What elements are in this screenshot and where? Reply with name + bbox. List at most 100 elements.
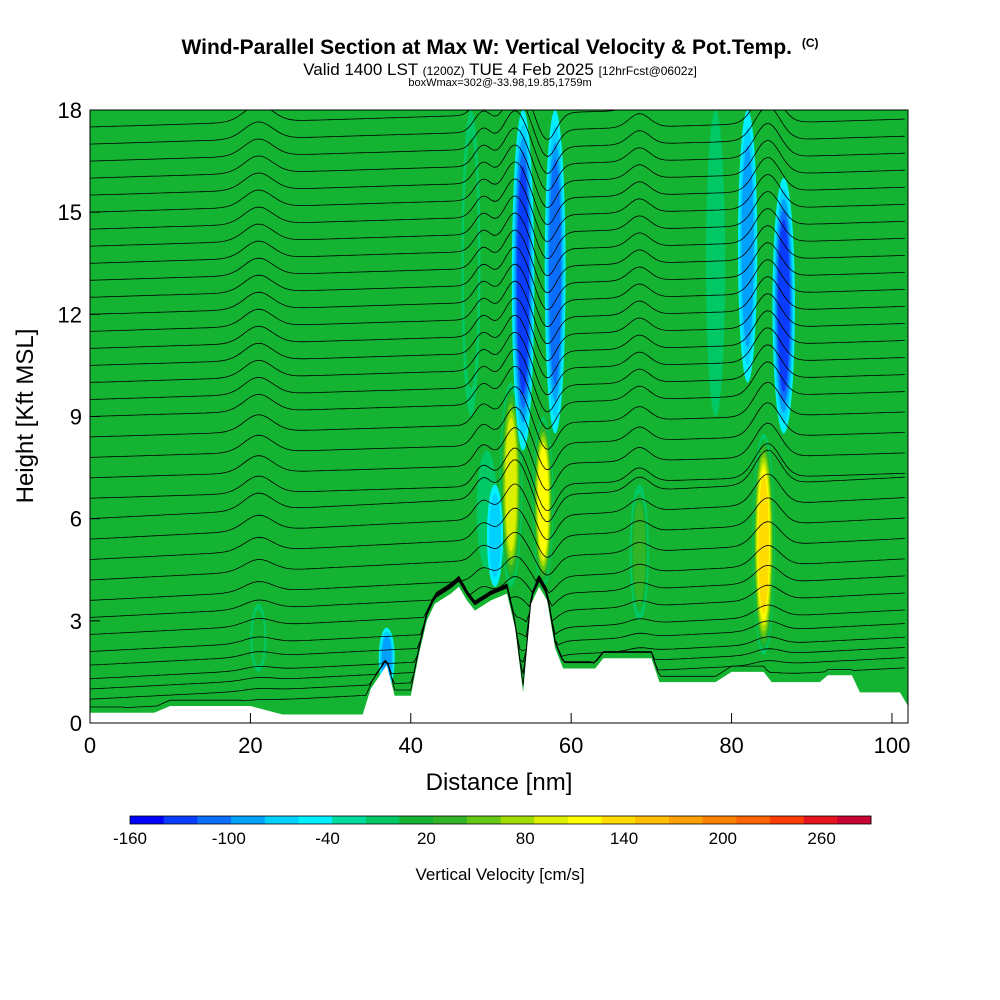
- y-tick-label: 12: [58, 302, 82, 327]
- x-tick-label: 0: [84, 733, 96, 758]
- colorbar-tick-label: 20: [417, 829, 436, 848]
- copyright-mark: (C): [801, 36, 819, 50]
- y-tick-label: 6: [70, 507, 82, 532]
- y-axis-title: Height [Kft MSL]: [12, 329, 39, 504]
- colorbar-swatch: [365, 816, 400, 824]
- terrain-mask: [90, 586, 908, 723]
- colorbar-swatch: [635, 816, 670, 824]
- isentrope-line: [90, 344, 905, 413]
- potential-temperature-contours: [90, 110, 905, 709]
- isentrope-line: [90, 473, 905, 540]
- isentrope-line: [90, 191, 905, 260]
- updraft-cell: [633, 502, 646, 604]
- isentrope-line: [90, 449, 905, 523]
- isentrope-line: [90, 564, 905, 618]
- colorbar-swatch: [567, 816, 602, 824]
- isentrope-line: [90, 293, 905, 362]
- updraft-cell: [758, 474, 769, 614]
- colorbar-tick-label: -100: [212, 829, 246, 848]
- colorbar: -160 -100 -40 20 80 140 200 260: [113, 815, 872, 848]
- isentrope-line: [90, 110, 905, 157]
- colorbar-swatch: [466, 816, 501, 824]
- chart-subtitle-box: boxWmax=302@-33.98,19.85,1759m: [408, 77, 592, 89]
- y-tick-label: 18: [58, 98, 82, 123]
- colorbar-swatch: [130, 816, 165, 824]
- x-axis-title: Distance [nm]: [426, 769, 573, 796]
- y-tick-label: 15: [58, 200, 82, 225]
- isentrope-line: [90, 157, 905, 225]
- colorbar-swatch: [500, 816, 535, 824]
- colorbar-frame: [129, 815, 872, 825]
- isentrope-line: [90, 497, 905, 560]
- isentrope-line: [90, 327, 905, 396]
- colorbar-tick-label: 200: [709, 829, 737, 848]
- x-tick-label: 60: [559, 733, 583, 758]
- isentrope-line: [90, 276, 905, 345]
- downdraft-cell: [777, 219, 790, 392]
- isentrope-line: [90, 381, 905, 450]
- colorbar-swatch: [264, 816, 299, 824]
- isentrope-line: [90, 122, 905, 191]
- colorbar-tick-label: 260: [807, 829, 835, 848]
- updraft-cell: [705, 110, 726, 417]
- colorbar-swatch: [298, 816, 333, 824]
- subtitle-date: TUE 4 Feb 2025: [469, 60, 594, 79]
- subtitle-forecast: [12hrFcst@0602z]: [598, 64, 697, 78]
- colorbar-swatch: [399, 816, 434, 824]
- x-tick-label: 40: [399, 733, 423, 758]
- subtitle-valid: Valid 1400 LST: [303, 60, 418, 79]
- colorbar-swatch: [534, 816, 569, 824]
- isentrope-line: [90, 578, 905, 680]
- isentrope-line: [90, 521, 905, 581]
- x-tick-label: 20: [238, 733, 262, 758]
- subtitle-zulu: (1200Z): [422, 64, 465, 78]
- colorbar-swatch: [668, 816, 703, 824]
- colorbar-tick-label: -40: [315, 829, 340, 848]
- isentrope-line: [90, 577, 905, 666]
- colorbar-title: Vertical Velocity [cm/s]: [415, 865, 584, 884]
- downdraft-cell: [489, 493, 501, 578]
- updraft-cell: [505, 417, 517, 552]
- colorbar-tick-label: 80: [516, 829, 535, 848]
- downdraft-cell: [741, 145, 754, 348]
- colorbar-swatch: [601, 816, 636, 824]
- downdraft-cell: [517, 165, 529, 395]
- downdraft-cell: [549, 158, 562, 385]
- y-tick-label: 3: [70, 609, 82, 634]
- colorbar-swatch: [433, 816, 468, 824]
- x-axis: 0 20 40 60 80 100: [84, 713, 910, 758]
- colorbar-tick-label: 140: [610, 829, 638, 848]
- isentrope-line: [90, 242, 905, 311]
- isentrope-line: [90, 579, 905, 700]
- colorbar-swatch: [803, 816, 838, 824]
- colorbar-swatch: [736, 816, 771, 824]
- y-tick-label: 0: [70, 711, 82, 736]
- chart-title: Wind-Parallel Section at Max W: Vertical…: [181, 36, 819, 59]
- y-axis: 0 3 6 9 12 15 18: [58, 98, 100, 736]
- updraft-cell: [463, 137, 479, 389]
- colorbar-swatch: [163, 816, 198, 824]
- isentrope-line: [90, 110, 905, 174]
- isentrope-line: [90, 361, 905, 430]
- isentrope-line: [90, 443, 905, 512]
- colorbar-swatch: [231, 816, 266, 824]
- velocity-cells: [250, 110, 795, 689]
- isentrope-line: [90, 580, 905, 709]
- isentrope-line: [90, 225, 905, 294]
- colorbar-swatch: [769, 816, 805, 824]
- colorbar-swatch: [197, 816, 232, 824]
- isentrope-line: [90, 259, 905, 328]
- isentrope-line: [90, 577, 905, 652]
- chart-subtitle: Valid 1400 LST (1200Z) TUE 4 Feb 2025 [1…: [0, 60, 1000, 80]
- isentrope-line: [90, 208, 905, 277]
- x-tick-label: 100: [874, 733, 911, 758]
- y-tick-label: 9: [70, 405, 82, 430]
- isentrope-line: [90, 174, 905, 242]
- isentrope-line: [90, 579, 905, 690]
- isentrope-line: [90, 422, 905, 491]
- colorbar-swatch: [702, 816, 737, 824]
- plot-area: [90, 110, 908, 723]
- isentrope-line: [90, 402, 905, 471]
- isentrope-line: [90, 140, 905, 208]
